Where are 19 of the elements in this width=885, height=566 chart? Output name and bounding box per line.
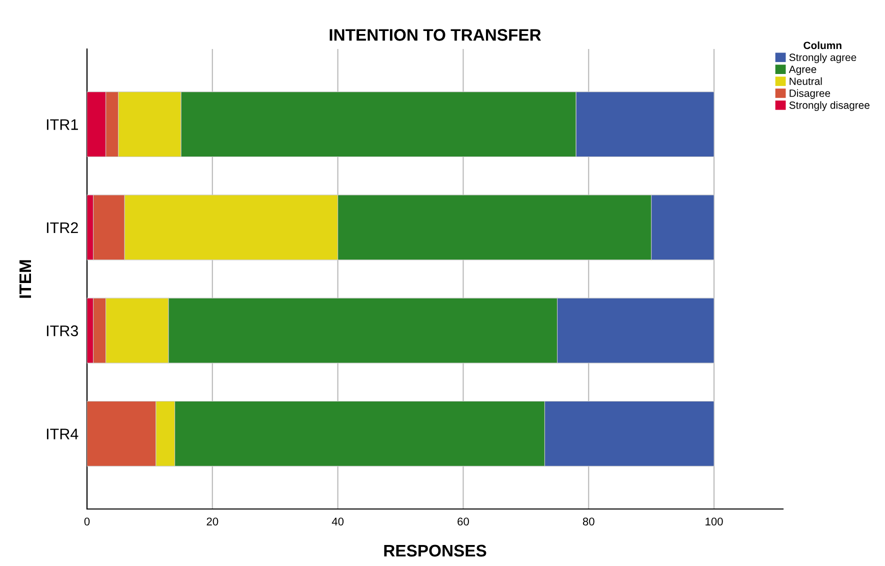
x-axis-title: RESPONSES xyxy=(384,544,486,557)
x-tick-label: 60 xyxy=(458,518,469,526)
legend-label: Agree xyxy=(788,66,816,76)
x-tick-label: 20 xyxy=(206,518,218,526)
y-tick-label: ITR2 xyxy=(46,222,78,233)
x-tick-label: 80 xyxy=(582,518,594,526)
y-tick-label: ITR1 xyxy=(46,119,78,130)
y-axis-title: ITEM xyxy=(20,260,31,298)
legend-label: Strongly disagree xyxy=(789,101,870,111)
x-tick-label: 40 xyxy=(332,518,344,526)
y-tick-label: ITR4 xyxy=(46,428,78,440)
x-tick-label: 100 xyxy=(706,518,723,526)
legend-label: Neutral xyxy=(790,77,822,85)
x-tick-label: 0 xyxy=(84,518,90,526)
y-tick-label: ITR3 xyxy=(46,325,78,336)
legend-label: Disagree xyxy=(790,89,830,99)
legend-label: Strongly agree xyxy=(789,53,856,64)
legend-title: Column xyxy=(804,41,842,50)
chart-title: INTENTION TO TRANSFER xyxy=(330,29,541,41)
